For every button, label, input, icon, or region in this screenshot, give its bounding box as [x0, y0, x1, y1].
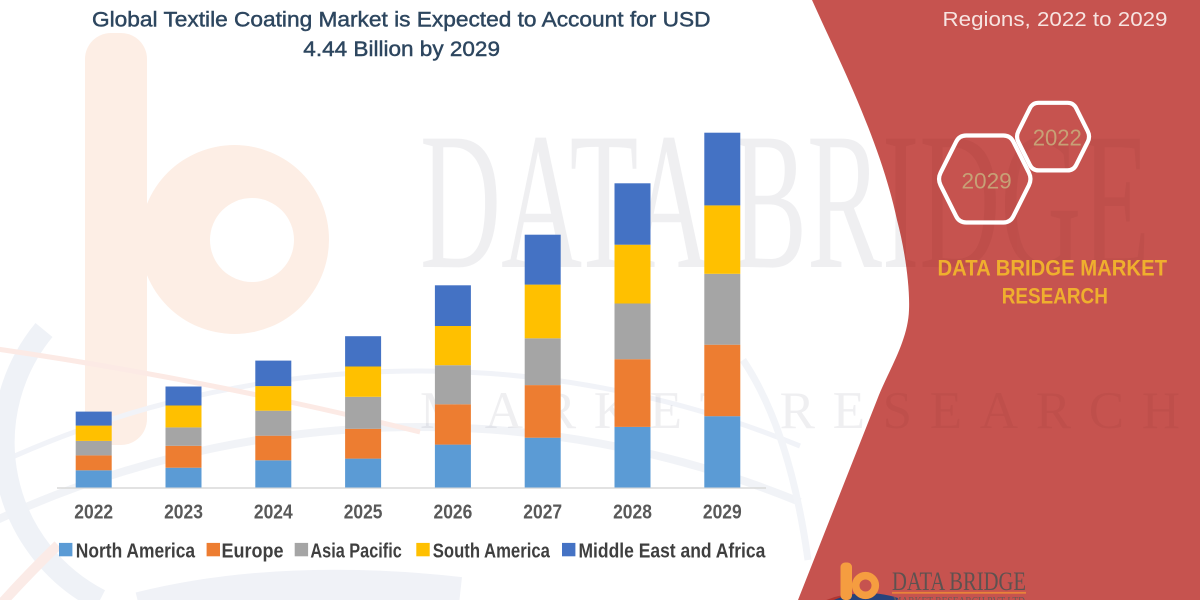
- svg-text:2022: 2022: [1033, 124, 1082, 150]
- svg-text:MARKET RESEARCH PVT LTD: MARKET RESEARCH PVT LTD: [893, 596, 1025, 600]
- svg-text:Europe: Europe: [222, 540, 284, 562]
- svg-text:South America: South America: [433, 540, 551, 562]
- svg-text:2027: 2027: [523, 501, 562, 523]
- svg-text:North America: North America: [76, 540, 196, 562]
- svg-text:Global Textile Coating Market: Global Textile Coating Market is Expecte…: [92, 9, 711, 32]
- svg-text:2029: 2029: [962, 169, 1012, 194]
- svg-text:DATA BRIDGE MARKET: DATA BRIDGE MARKET: [938, 256, 1168, 281]
- svg-text:4.44 Billion by 2029: 4.44 Billion by 2029: [303, 38, 500, 61]
- svg-text:2025: 2025: [344, 501, 383, 523]
- svg-text:2024: 2024: [254, 501, 294, 523]
- svg-text:RESEARCH: RESEARCH: [1002, 284, 1108, 309]
- svg-text:Asia Pacific: Asia Pacific: [310, 540, 401, 562]
- svg-text:Middle East and Africa: Middle East and Africa: [579, 540, 767, 562]
- svg-text:2022: 2022: [74, 501, 113, 523]
- svg-text:2029: 2029: [703, 501, 742, 523]
- svg-text:2026: 2026: [434, 501, 473, 523]
- svg-text:Regions, 2022 to 2029: Regions, 2022 to 2029: [943, 8, 1168, 31]
- svg-text:2028: 2028: [613, 501, 652, 523]
- svg-text:DATA BRIDGE: DATA BRIDGE: [892, 567, 1026, 596]
- svg-text:2023: 2023: [164, 501, 203, 523]
